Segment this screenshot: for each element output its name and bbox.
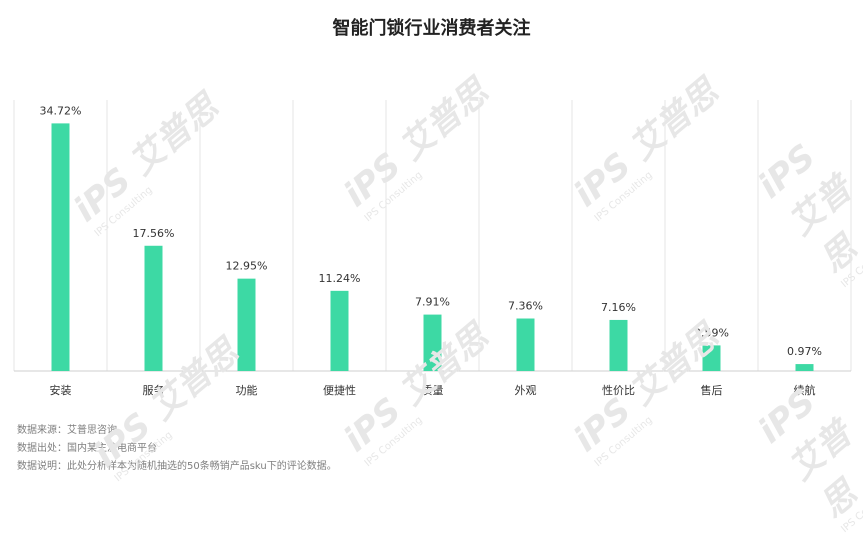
data-label: 0.97%: [787, 345, 822, 358]
data-label: 7.36%: [508, 300, 543, 313]
bar: [609, 319, 628, 371]
data-label: 7.16%: [601, 301, 636, 314]
x-tick-label: 安装: [50, 383, 72, 397]
x-tick-label: 服务: [143, 384, 165, 397]
footer-source: 数据来源：艾普思咨询: [17, 425, 117, 436]
footer-origin: 数据出处：国内某主流电商平台: [17, 443, 157, 454]
bar: [237, 278, 256, 371]
x-tick-label: 便捷性: [323, 383, 356, 397]
chart-title: 智能门锁行业消费者关注: [332, 18, 531, 39]
x-tick-label: 续航: [794, 383, 816, 397]
data-label: 7.91%: [415, 296, 450, 309]
data-label: 17.56%: [133, 227, 175, 240]
footer-note: 数据说明：此处分析样本为随机抽选的50条畅销产品sku下的评论数据。: [17, 461, 337, 472]
x-tick-label: 功能: [236, 383, 258, 397]
bar: [330, 290, 349, 371]
bar: [795, 364, 814, 371]
bar: [516, 318, 535, 371]
x-tick-label: 性价比: [602, 383, 635, 397]
x-tick-label: 质量: [422, 384, 444, 397]
bar: [423, 314, 442, 371]
bar: [51, 123, 70, 372]
chart-footer: 数据来源：艾普思咨询 数据出处：国内某主流电商平台 数据说明：此处分析样本为随机…: [17, 422, 337, 476]
data-label: 34.72%: [40, 104, 82, 117]
data-label: 11.24%: [319, 272, 361, 285]
bar: [144, 245, 163, 371]
x-tick-label: 外观: [515, 384, 537, 397]
data-label: 12.95%: [226, 260, 268, 273]
bar-chart: 34.72% 安装 17.56% 服务 12.95% 功能 11.24% 便捷性 7.91% 质量…: [13, 100, 852, 397]
data-label: 3.59%: [694, 326, 729, 339]
bar: [702, 345, 721, 371]
x-tick-label: 售后: [701, 383, 723, 397]
